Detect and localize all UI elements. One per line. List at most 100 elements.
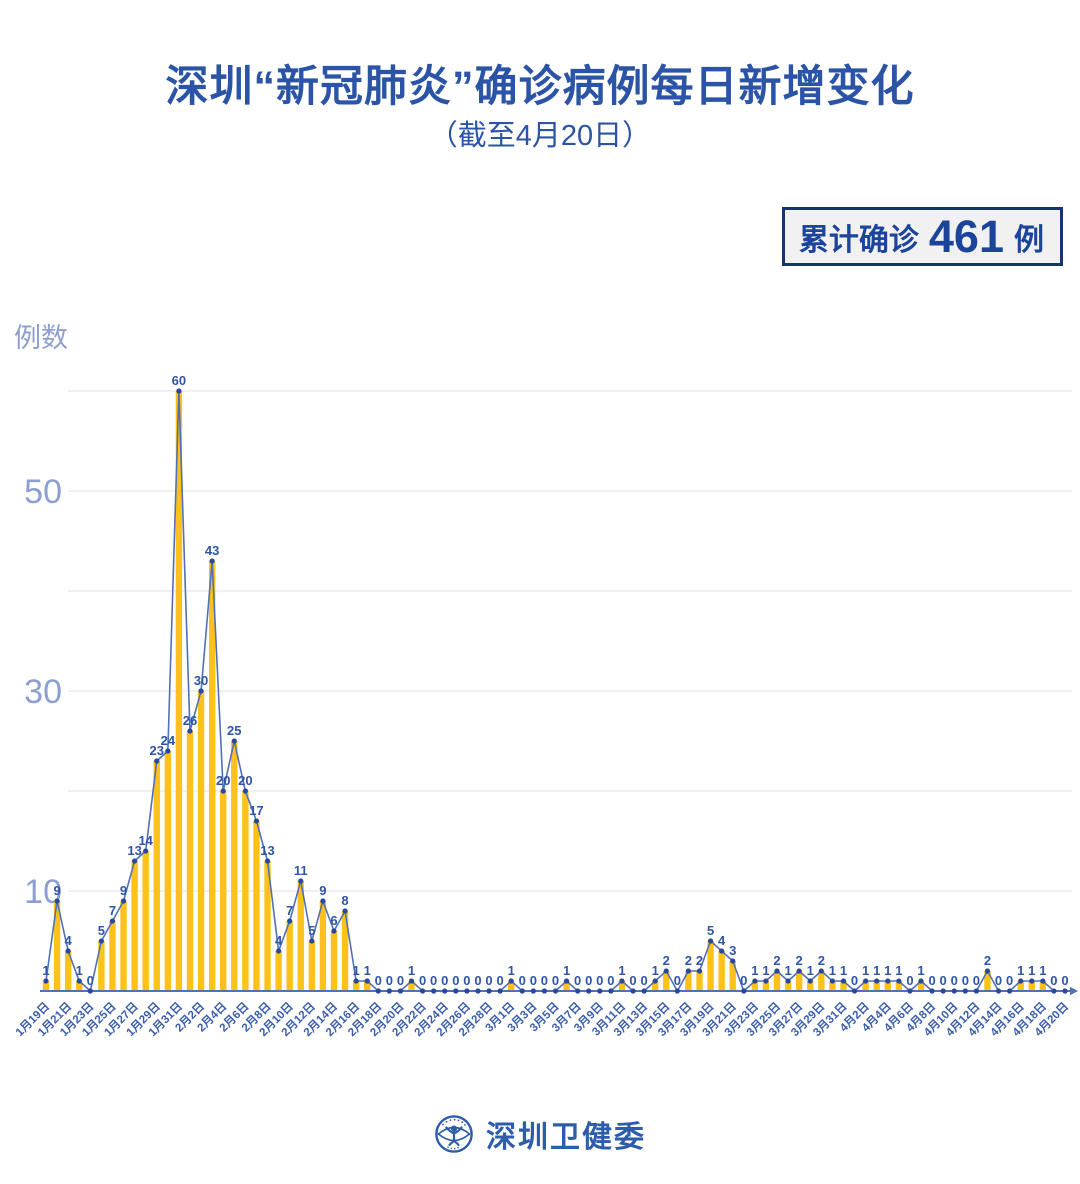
data-point xyxy=(508,978,514,984)
bar xyxy=(795,971,803,991)
data-point xyxy=(1007,988,1013,994)
value-label: 0 xyxy=(1061,973,1068,988)
value-label: 0 xyxy=(906,973,913,988)
value-label: 13 xyxy=(260,843,274,858)
value-label: 8 xyxy=(341,893,348,908)
data-point xyxy=(652,978,658,984)
value-label: 0 xyxy=(530,973,537,988)
value-label: 0 xyxy=(552,973,559,988)
bar xyxy=(917,981,925,991)
value-label: 0 xyxy=(596,973,603,988)
data-point xyxy=(220,788,226,794)
data-point xyxy=(132,858,138,864)
value-label: 2 xyxy=(818,953,825,968)
badge-prefix-label: 累计确诊 xyxy=(798,223,919,257)
value-label: 0 xyxy=(1006,973,1013,988)
value-label: 2 xyxy=(796,953,803,968)
bar xyxy=(784,981,792,991)
bar xyxy=(685,971,692,991)
value-label: 2 xyxy=(696,953,703,968)
data-point xyxy=(586,988,592,994)
value-label: 7 xyxy=(109,903,116,918)
value-label: 25 xyxy=(227,723,241,738)
value-label: 5 xyxy=(308,923,315,938)
value-label: 0 xyxy=(851,973,858,988)
bar xyxy=(1039,981,1047,991)
value-label: 9 xyxy=(120,883,127,898)
data-point xyxy=(386,988,392,994)
data-point xyxy=(1029,978,1035,984)
data-point xyxy=(663,968,669,974)
bar xyxy=(873,981,880,991)
data-point xyxy=(696,968,703,974)
bar xyxy=(297,881,304,991)
footer: 深圳卫健委 xyxy=(0,1112,1080,1156)
data-point xyxy=(320,898,326,904)
data-point xyxy=(741,988,747,994)
data-point xyxy=(1062,988,1068,994)
bar xyxy=(563,981,570,991)
value-label: 5 xyxy=(98,923,105,938)
value-label: 7 xyxy=(286,903,293,918)
value-label: 0 xyxy=(973,973,980,988)
bar xyxy=(53,901,61,991)
value-label: 0 xyxy=(928,973,935,988)
value-label: 1 xyxy=(829,963,836,978)
value-label: 0 xyxy=(995,973,1002,988)
value-label: 0 xyxy=(430,973,437,988)
value-label: 1 xyxy=(1017,963,1024,978)
bar xyxy=(242,791,249,991)
value-label: 5 xyxy=(707,923,714,938)
data-point xyxy=(342,908,348,914)
value-label: 0 xyxy=(951,973,958,988)
bar xyxy=(164,751,172,991)
data-point xyxy=(453,988,459,994)
value-label: 0 xyxy=(574,973,581,988)
bar xyxy=(175,391,183,991)
data-point xyxy=(87,988,93,994)
value-label: 0 xyxy=(419,973,426,988)
bar xyxy=(773,971,781,991)
value-label: 1 xyxy=(353,963,360,978)
data-point xyxy=(209,558,215,564)
bar xyxy=(109,921,116,991)
bar xyxy=(984,971,991,991)
bar xyxy=(718,951,725,991)
value-label: 3 xyxy=(729,943,736,958)
data-point xyxy=(1018,978,1024,984)
data-point xyxy=(353,978,359,984)
data-point xyxy=(807,978,813,984)
data-point xyxy=(707,938,714,944)
value-label: 6 xyxy=(330,913,337,928)
data-point xyxy=(187,728,193,734)
data-point xyxy=(264,858,271,864)
value-label: 1 xyxy=(917,963,924,978)
value-label: 0 xyxy=(962,973,969,988)
value-label: 0 xyxy=(674,973,681,988)
bar xyxy=(253,821,260,991)
data-point xyxy=(896,978,902,984)
data-point xyxy=(143,848,149,854)
data-point xyxy=(774,968,780,974)
bar xyxy=(352,981,360,991)
axis-arrow-icon xyxy=(1070,986,1078,996)
y-tick-label: 50 xyxy=(24,473,62,511)
value-label: 0 xyxy=(541,973,548,988)
data-point xyxy=(397,988,404,994)
data-point xyxy=(165,748,171,754)
data-point xyxy=(76,978,82,984)
data-point xyxy=(242,788,248,794)
value-label: 1 xyxy=(784,963,791,978)
y-tick-label: 30 xyxy=(24,673,62,711)
value-label: 4 xyxy=(65,933,73,948)
data-point xyxy=(630,988,636,994)
data-point xyxy=(608,988,614,994)
value-label: 13 xyxy=(127,843,141,858)
data-point xyxy=(309,938,315,944)
bar xyxy=(308,941,316,991)
page-title: 深圳“新冠肺炎”确诊病例每日新增变化 xyxy=(165,63,915,111)
data-point xyxy=(818,968,824,974)
bar xyxy=(1028,981,1035,991)
bar xyxy=(829,981,836,991)
